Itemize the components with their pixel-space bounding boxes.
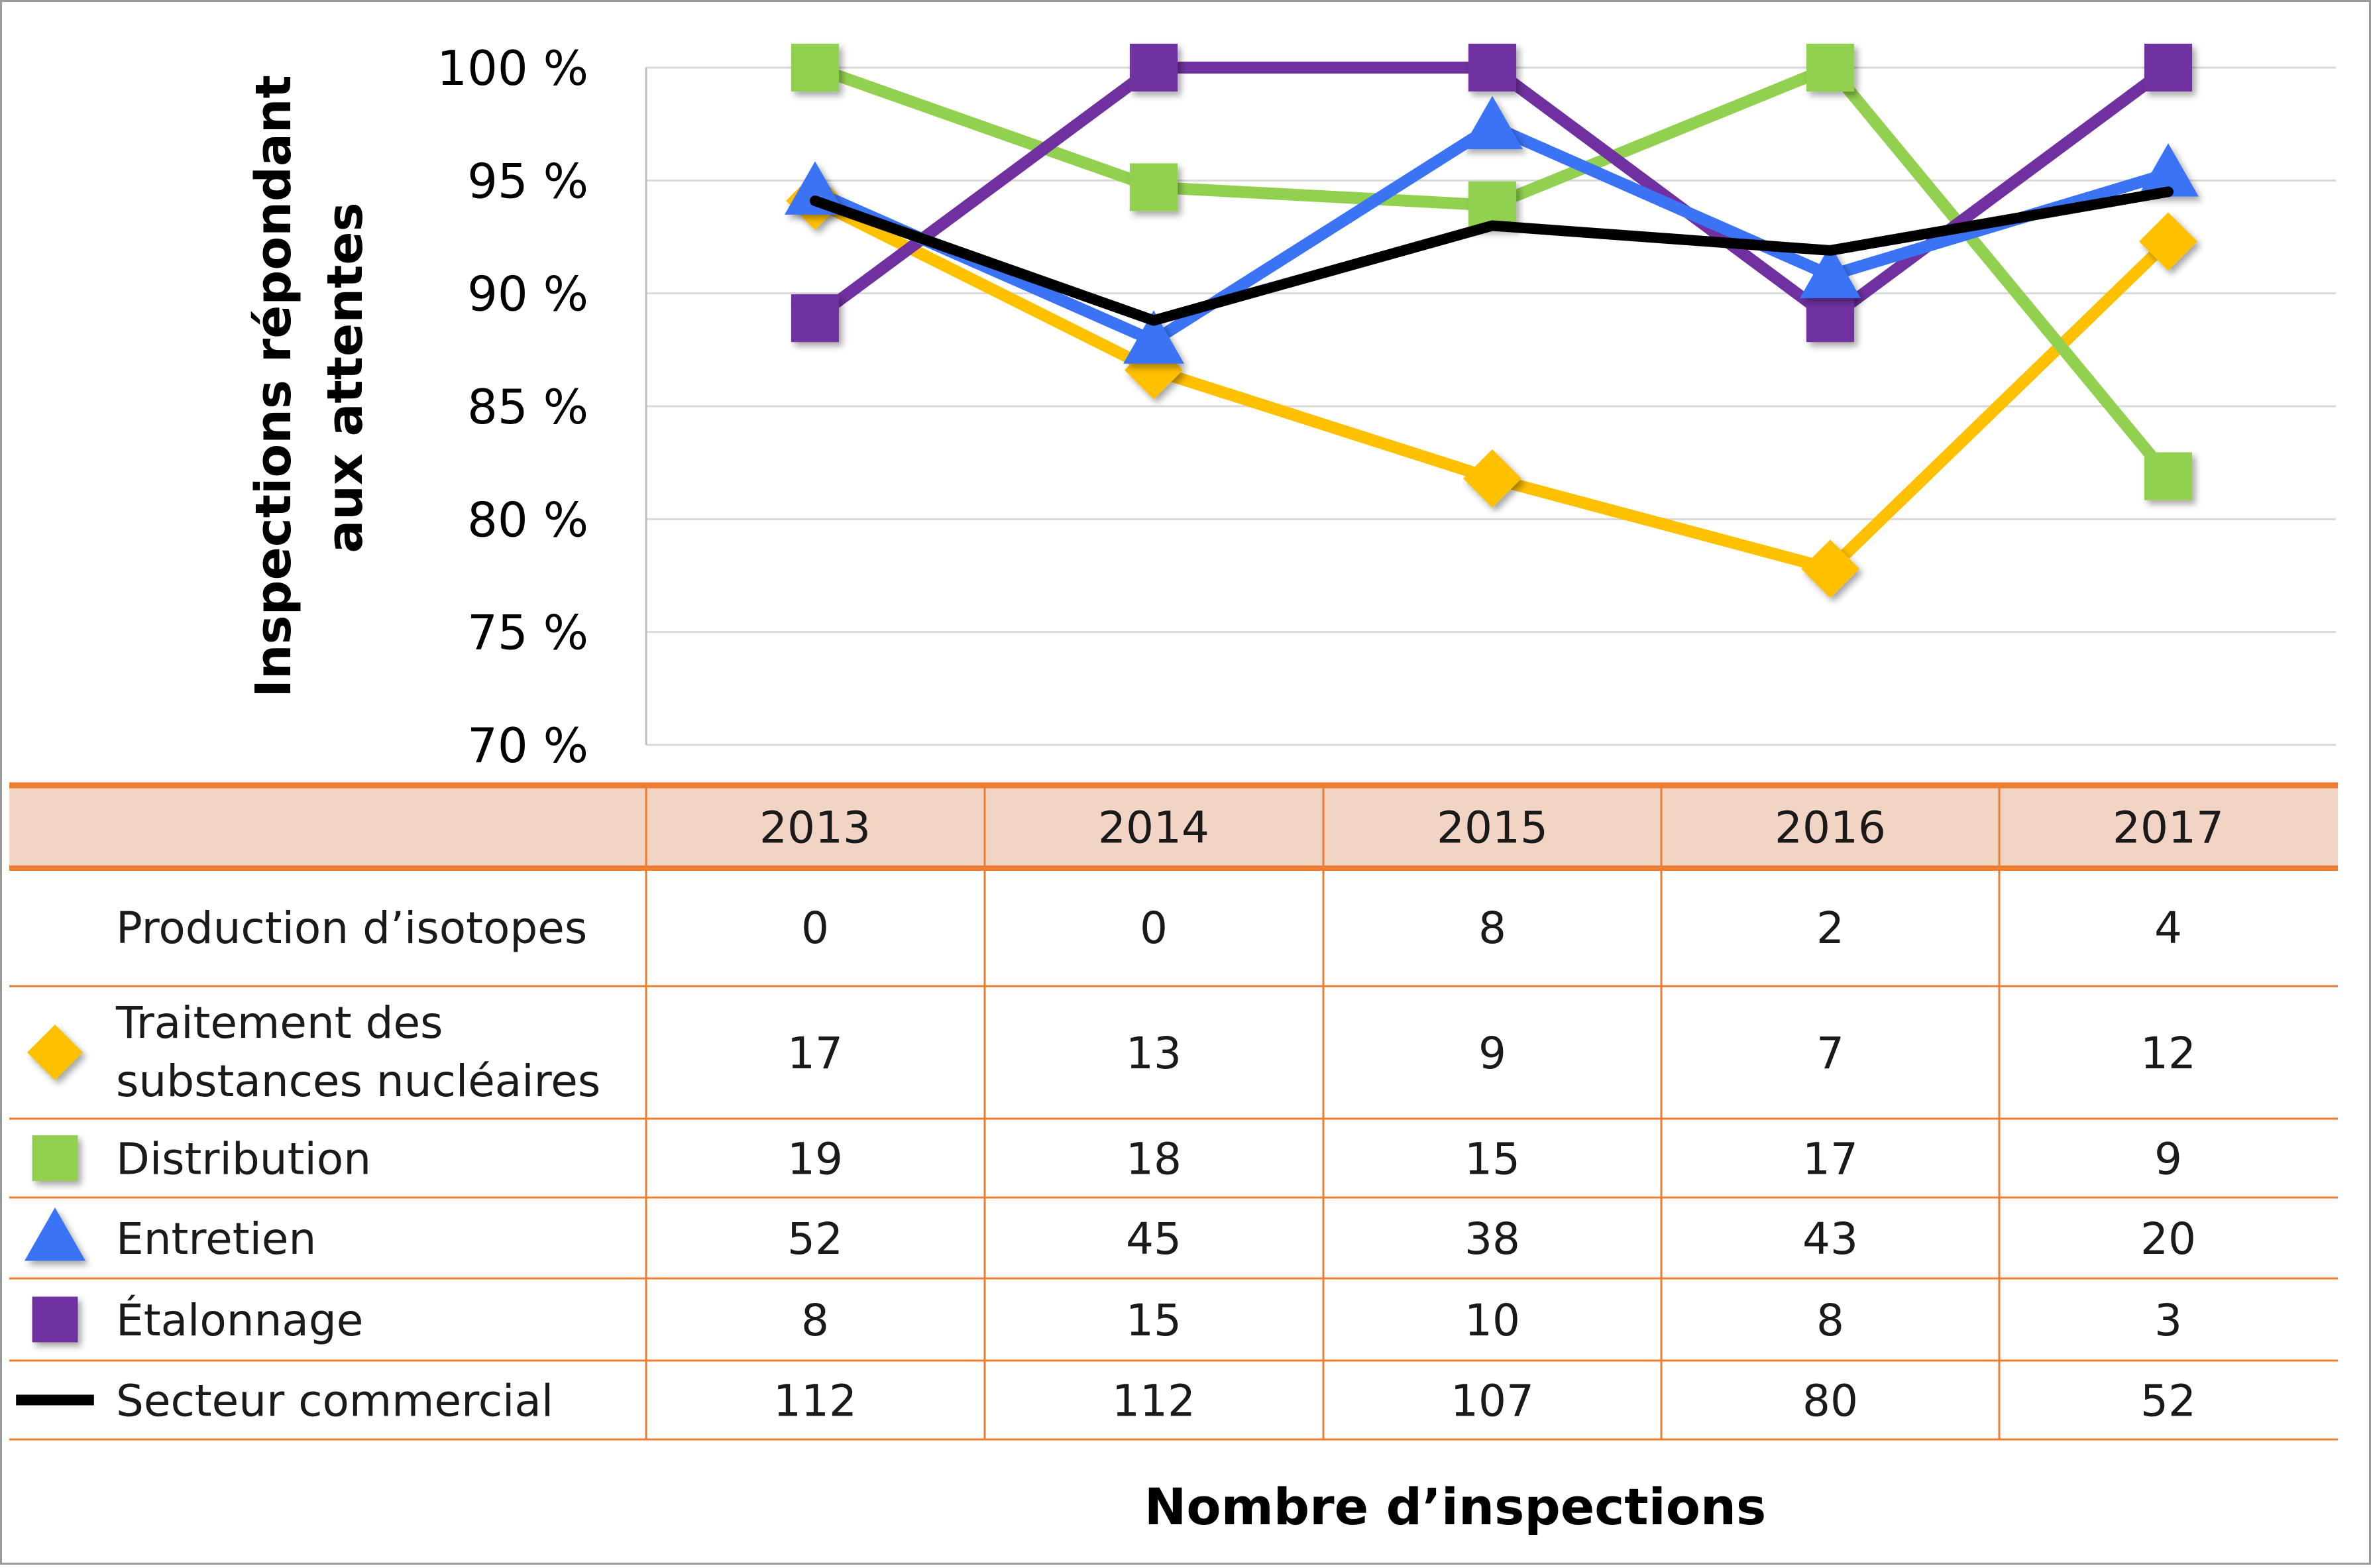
series-1-point-3 [1806,43,1855,92]
series-3-point-4 [2144,43,2193,92]
series-0-point-4 [2139,212,2197,271]
series-3-point-3 [1806,294,1855,343]
y-tick-label-5: 75 % [467,605,588,661]
y-axis-label-line-1: Inspections répondant [245,75,302,698]
table-header-2017: 2017 [2113,803,2224,854]
table-cell-2-3: 17 [1802,1134,1858,1185]
series-4 [810,186,2174,326]
series-2-point-4 [2138,143,2199,197]
table-cell-0-1: 0 [1140,903,1168,954]
table-cell-1-4: 12 [2140,1028,2196,1079]
y-tick-label-1: 95 % [467,153,588,209]
table-cell-0-4: 4 [2154,903,2182,954]
table-cell-1-0: 17 [787,1028,843,1079]
table-row-label-2: Distribution [116,1134,371,1185]
legend-marker-4 [32,1296,78,1343]
table-cell-2-4: 9 [2154,1134,2182,1185]
table-row-2: Distribution 19 18 15 17 9 [32,1134,2182,1185]
series-1-point-0 [791,43,840,92]
table-row-4: Étalonnage 8 15 10 8 3 [32,1294,2182,1346]
table-row-1: Traitement des substances nucléaires 17 13 9… [27,997,2196,1107]
table-cell-0-3: 2 [1816,903,1844,954]
series-2-point-2 [1462,95,1523,150]
series-1-point-1 [1129,163,1178,211]
table-cell-5-0: 112 [773,1376,857,1427]
series-2-point-3 [1800,245,1861,298]
table-cell-0-0: 0 [801,903,829,954]
series-3-point-0 [791,294,840,343]
y-tick-label-3: 85 % [467,379,588,435]
table-row-5: Secteur commercial 112 112 107 80 52 [16,1376,2196,1427]
table-cell-5-4: 52 [2140,1376,2196,1427]
table-cell-1-2: 9 [1478,1028,1506,1079]
series-2-point-1 [1123,310,1184,364]
y-tick-label-6: 70 % [467,718,588,773]
series-line-4 [810,186,2174,326]
series-3-point-2 [1468,43,1517,92]
series-1-point-4 [2144,452,2193,500]
series-0 [786,171,2197,598]
y-axis-label-line-2: aux attentes [317,202,374,553]
table-cell-4-2: 10 [1464,1295,1520,1346]
series-0-point-2 [1463,449,1521,508]
legend-marker-1 [27,1025,83,1080]
table-cell-1-3: 7 [1816,1028,1844,1079]
series-2 [785,95,2199,364]
table-cell-3-4: 20 [2140,1213,2196,1264]
table-row-label-1-line-2: substances nucléaires [116,1056,600,1107]
table-cell-3-3: 43 [1802,1213,1858,1264]
table-cell-5-3: 80 [1802,1376,1858,1427]
y-tick-label-2: 90 % [467,266,588,322]
table-cell-2-1: 18 [1126,1134,1182,1185]
legend-marker-2 [32,1135,78,1181]
y-tick-label-4: 80 % [467,492,588,547]
table-header-bg [9,785,2338,868]
table-cell-3-2: 38 [1464,1213,1520,1264]
y-tick-labels: 100 % 95 % 90 % 85 % 80 % 75 % 70 % [437,40,588,773]
table-cell-1-1: 13 [1126,1028,1182,1079]
y-tick-label-0: 100 % [437,40,588,96]
legend-marker-3 [25,1207,85,1261]
table-row-label-3: Entretien [116,1213,316,1264]
table-cell-3-1: 45 [1126,1213,1182,1264]
table-row-label-0: Production d’isotopes [116,903,587,954]
table-header-2014: 2014 [1098,803,1209,854]
table-cell-5-2: 107 [1451,1376,1534,1427]
table-cell-4-3: 8 [1816,1295,1844,1346]
table-row-3: Entretien 52 45 38 43 20 [25,1207,2196,1264]
table-cell-2-2: 15 [1464,1134,1520,1185]
table-row-label-5: Secteur commercial [116,1376,553,1427]
series-0-point-3 [1801,539,1859,598]
table-header-2013: 2013 [759,803,871,854]
table-row-label-1-line-1: Traitement des [115,997,443,1048]
series-layer [785,43,2199,598]
table-row-0: Production d’isotopes 0 0 8 2 4 [116,903,2182,954]
table-header-2015: 2015 [1437,803,1548,854]
table-cell-2-0: 19 [787,1134,843,1185]
table-cell-5-1: 112 [1112,1376,1195,1427]
table-cell-0-2: 8 [1478,903,1506,954]
table-cell-4-4: 3 [2154,1295,2182,1346]
table-cell-4-0: 8 [801,1295,829,1346]
table-cell-3-0: 52 [787,1213,843,1264]
x-axis-label: Nombre d’inspections [1144,1477,1767,1536]
table-header-2016: 2016 [1775,803,1886,854]
series-3-point-1 [1129,43,1178,92]
y-axis-label: Inspections répondant aux attentes [245,58,374,697]
grid-layer [645,66,2336,746]
table-row-label-4: Étalonnage [116,1294,363,1346]
table-cell-4-1: 15 [1126,1295,1182,1346]
